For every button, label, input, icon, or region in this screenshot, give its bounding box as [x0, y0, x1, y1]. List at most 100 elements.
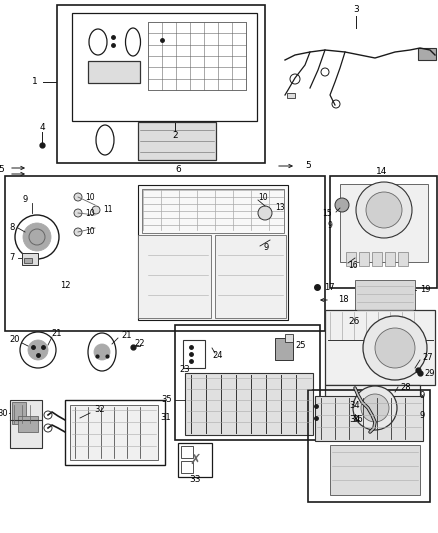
- Text: 4: 4: [39, 124, 45, 133]
- Bar: [24, 258, 32, 263]
- Text: 36: 36: [352, 416, 363, 424]
- Text: 14: 14: [376, 167, 388, 176]
- Text: 29: 29: [424, 368, 434, 377]
- Text: 31: 31: [160, 414, 171, 423]
- Bar: [325, 385, 420, 437]
- Bar: [148, 22, 246, 90]
- Bar: [315, 396, 423, 441]
- Bar: [285, 334, 293, 342]
- Text: 5: 5: [0, 166, 4, 174]
- Bar: [385, 252, 395, 266]
- Text: 11: 11: [103, 206, 113, 214]
- Text: 23: 23: [180, 366, 191, 375]
- Text: 32: 32: [95, 406, 105, 415]
- Bar: [181, 446, 193, 458]
- Text: 24: 24: [213, 351, 223, 359]
- Text: 34: 34: [350, 401, 360, 410]
- Text: 27: 27: [422, 353, 433, 362]
- Bar: [5, 176, 325, 331]
- Bar: [185, 373, 313, 435]
- Bar: [398, 252, 408, 266]
- Bar: [175, 325, 320, 440]
- Bar: [275, 338, 293, 360]
- Bar: [372, 252, 382, 266]
- Bar: [183, 340, 205, 368]
- Text: 28: 28: [400, 383, 411, 392]
- Text: 19: 19: [420, 286, 431, 295]
- Circle shape: [258, 206, 272, 220]
- Bar: [330, 445, 420, 495]
- Text: 9: 9: [327, 221, 332, 230]
- Text: 16: 16: [348, 261, 357, 270]
- Bar: [287, 93, 295, 98]
- Text: 7: 7: [10, 254, 15, 262]
- Bar: [138, 122, 216, 160]
- Bar: [72, 13, 257, 121]
- Text: 9: 9: [420, 391, 425, 400]
- Text: 12: 12: [60, 280, 70, 289]
- Circle shape: [363, 316, 427, 380]
- Text: 13: 13: [275, 204, 285, 213]
- Text: 1: 1: [32, 77, 38, 86]
- Text: 8: 8: [10, 223, 15, 232]
- Circle shape: [94, 344, 110, 360]
- Bar: [355, 280, 415, 318]
- Circle shape: [366, 192, 402, 228]
- Circle shape: [356, 182, 412, 238]
- Bar: [325, 310, 435, 385]
- Text: ✗: ✗: [189, 453, 201, 467]
- Bar: [22, 253, 38, 265]
- Bar: [57, 5, 265, 163]
- Bar: [330, 176, 437, 288]
- Circle shape: [74, 193, 82, 201]
- Bar: [142, 189, 284, 233]
- Bar: [88, 61, 140, 83]
- Circle shape: [74, 209, 82, 217]
- Bar: [18, 416, 38, 432]
- Text: 9: 9: [420, 410, 425, 419]
- Text: 10: 10: [85, 208, 95, 217]
- Text: 34: 34: [350, 416, 360, 424]
- Text: 22: 22: [135, 340, 145, 349]
- Bar: [178, 443, 212, 477]
- Bar: [308, 390, 430, 502]
- Bar: [346, 252, 356, 266]
- Text: 9: 9: [263, 244, 268, 253]
- Text: 30: 30: [0, 408, 8, 417]
- Bar: [181, 461, 193, 473]
- Circle shape: [74, 228, 82, 236]
- Bar: [340, 184, 428, 262]
- Bar: [70, 405, 158, 460]
- Text: 10: 10: [85, 228, 95, 237]
- Text: 3: 3: [353, 5, 359, 14]
- Bar: [138, 235, 211, 318]
- Circle shape: [28, 340, 48, 360]
- Text: 10: 10: [85, 192, 95, 201]
- Circle shape: [92, 206, 100, 214]
- Text: 10: 10: [258, 192, 268, 201]
- Text: 5: 5: [305, 161, 311, 171]
- Bar: [359, 252, 369, 266]
- Text: 9: 9: [22, 196, 28, 205]
- Text: 21: 21: [52, 329, 62, 338]
- Bar: [215, 235, 286, 318]
- Bar: [12, 402, 26, 424]
- Circle shape: [353, 386, 397, 430]
- Bar: [65, 400, 165, 465]
- Text: 25: 25: [295, 341, 305, 350]
- Text: 17: 17: [324, 282, 335, 292]
- Text: 15: 15: [322, 209, 332, 219]
- Text: 21: 21: [122, 330, 132, 340]
- Circle shape: [375, 328, 415, 368]
- Text: 6: 6: [175, 166, 181, 174]
- Text: 35: 35: [161, 395, 172, 405]
- Text: 33: 33: [189, 475, 201, 484]
- Text: 2: 2: [172, 132, 178, 141]
- Bar: [138, 185, 288, 320]
- Bar: [418, 48, 436, 60]
- Text: 18: 18: [338, 295, 349, 304]
- Circle shape: [361, 394, 389, 422]
- Bar: [10, 400, 42, 448]
- Circle shape: [335, 198, 349, 212]
- Text: 20: 20: [10, 335, 20, 344]
